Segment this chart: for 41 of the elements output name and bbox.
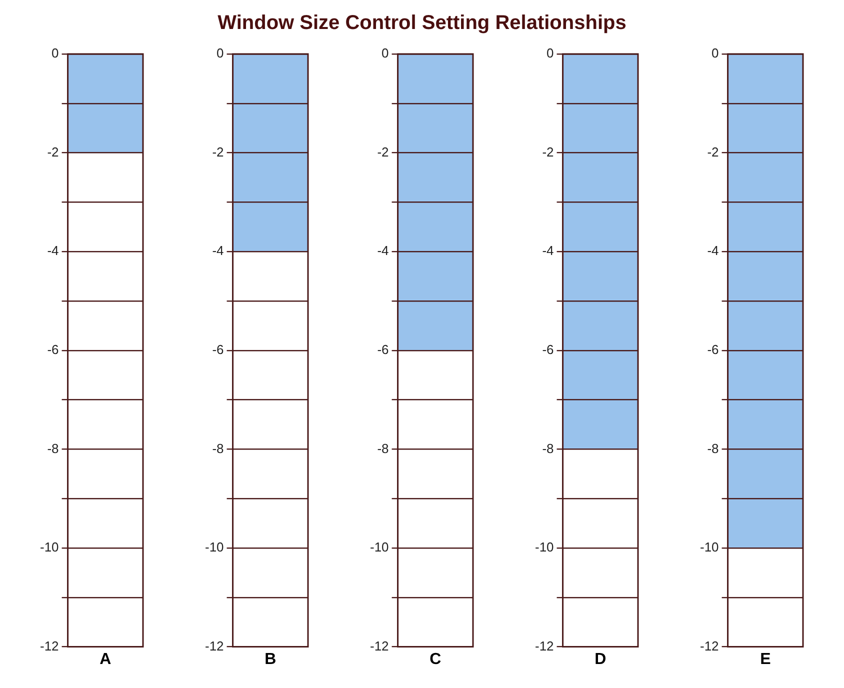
y-tick-label: -4 xyxy=(706,243,718,258)
y-tick-label: -12 xyxy=(700,638,718,654)
y-tick-label: -2 xyxy=(212,144,224,160)
y-tick-label: -6 xyxy=(377,342,389,357)
y-tick-label: -6 xyxy=(48,342,60,357)
x-tick-label: E xyxy=(760,650,771,668)
y-tick-label: 0 xyxy=(711,46,718,61)
y-tick-label: -4 xyxy=(212,243,224,258)
y-tick-label: -8 xyxy=(377,440,389,456)
y-tick-label: -2 xyxy=(48,144,60,160)
y-tick-label: -8 xyxy=(542,440,554,456)
y-tick-label: -12 xyxy=(534,638,554,654)
chart-title: Window Size Control Setting Relationships xyxy=(218,11,626,36)
x-tick-label: D xyxy=(594,650,606,668)
y-tick-label: -10 xyxy=(40,540,60,555)
y-tick-label: -8 xyxy=(212,440,224,456)
y-tick-label: -6 xyxy=(706,342,718,357)
y-tick-label: -6 xyxy=(542,342,554,357)
y-tick-label: -10 xyxy=(534,540,554,555)
y-tick-label: -12 xyxy=(370,638,389,654)
y-tick-label: -2 xyxy=(706,144,718,160)
y-tick-label: -10 xyxy=(205,540,224,555)
y-tick-label: -8 xyxy=(48,440,60,456)
y-tick-label: -10 xyxy=(700,540,718,555)
y-tick-label: -2 xyxy=(542,144,554,160)
y-tick-label: 0 xyxy=(546,46,554,61)
y-tick-label: -12 xyxy=(205,638,224,654)
y-tick-label: -6 xyxy=(212,342,224,357)
y-tick-label: -10 xyxy=(370,540,389,555)
y-tick-label: -2 xyxy=(377,144,389,160)
y-tick-label: 0 xyxy=(52,46,60,61)
y-tick-label: -4 xyxy=(377,243,389,258)
y-tick-label: -4 xyxy=(542,243,554,258)
y-tick-label: 0 xyxy=(216,46,224,61)
x-tick-label: A xyxy=(100,650,112,668)
y-tick-label: -12 xyxy=(40,638,60,654)
x-tick-label: C xyxy=(430,650,442,668)
y-tick-label: -8 xyxy=(706,440,718,456)
y-tick-label: 0 xyxy=(382,46,389,61)
x-tick-label: B xyxy=(264,650,276,668)
y-tick-label: -4 xyxy=(48,243,60,258)
